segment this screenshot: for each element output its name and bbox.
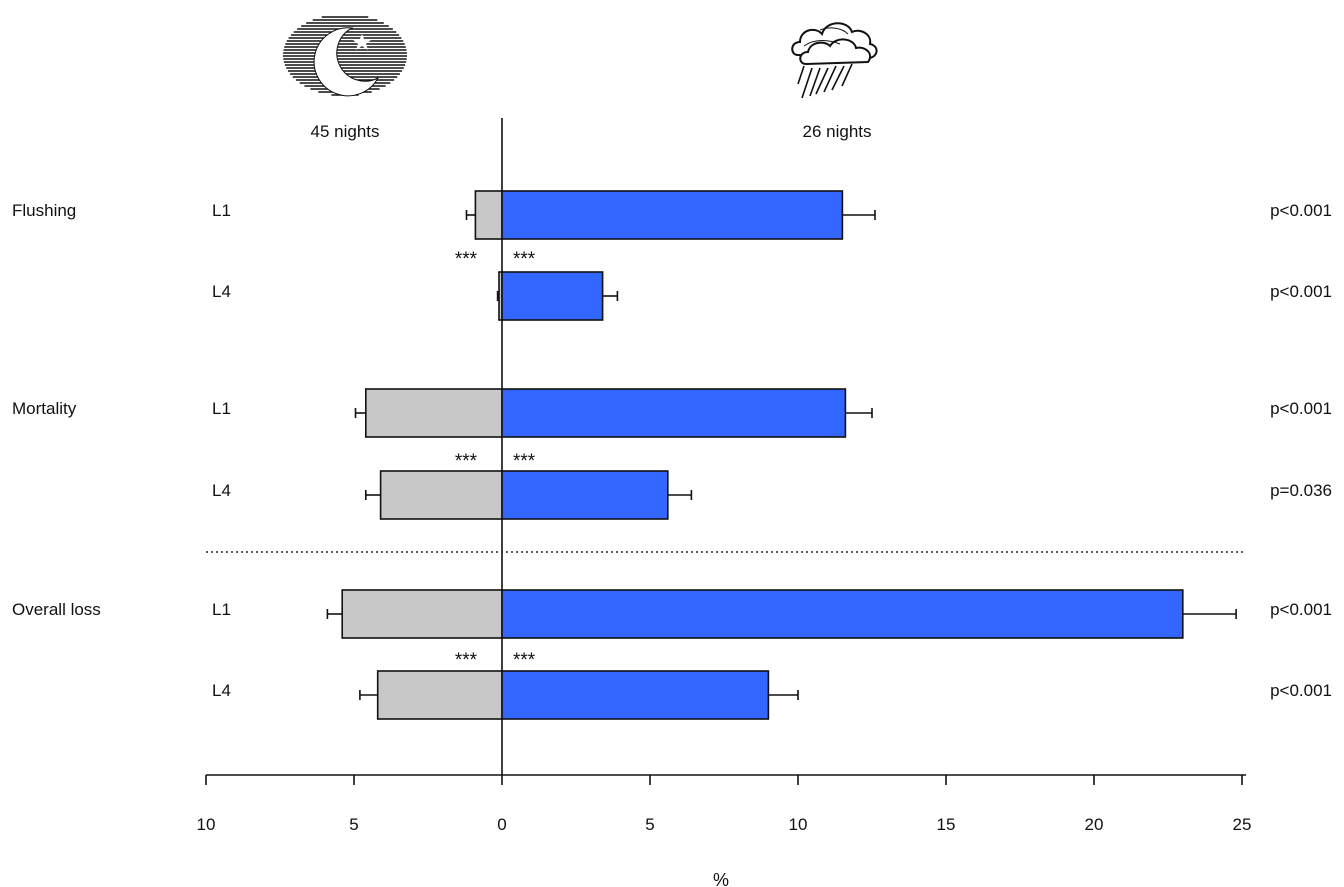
- bar-right: [501, 670, 770, 720]
- p-value-label: p<0.001: [1270, 399, 1332, 418]
- significance-left: ***: [455, 451, 478, 472]
- bar-right: [501, 589, 1184, 639]
- row-label: L4: [212, 282, 231, 301]
- x-tick-label: 25: [1233, 815, 1252, 834]
- header-left-label: 45 nights: [311, 122, 380, 141]
- significance-left: ***: [455, 650, 478, 671]
- p-value-label: p<0.001: [1270, 282, 1332, 301]
- x-tick-label: 0: [497, 815, 506, 834]
- significance-right: ***: [513, 650, 536, 671]
- bar-left: [474, 190, 503, 240]
- group-label: Overall loss: [12, 600, 101, 619]
- bar-right: [501, 190, 844, 240]
- bar-right: [501, 388, 847, 438]
- x-axis-title: %: [713, 870, 729, 887]
- row-label: L1: [212, 600, 231, 619]
- bar-left: [376, 670, 503, 720]
- bar-right: [501, 470, 669, 520]
- p-value-label: p<0.001: [1270, 681, 1332, 700]
- significance-right: ***: [513, 249, 536, 270]
- row-label: L4: [212, 481, 231, 500]
- x-tick-label: 5: [645, 815, 654, 834]
- p-value-label: p<0.001: [1270, 600, 1332, 619]
- bar-left: [341, 589, 503, 639]
- significance-right: ***: [513, 451, 536, 472]
- bar-left: [379, 470, 503, 520]
- row-label: L1: [212, 201, 231, 220]
- x-tick-label: 10: [197, 815, 216, 834]
- group-label: Mortality: [12, 399, 77, 418]
- header-right-label: 26 nights: [803, 122, 872, 141]
- bars-layer: Flushing *** *** L1 p<0.001 L4 p<0.001 Mortalit…: [12, 190, 1332, 720]
- row-label: L1: [212, 399, 231, 418]
- x-tick-label: 10: [789, 815, 808, 834]
- moon-star-icon: [283, 16, 407, 97]
- x-tick-label: 20: [1085, 815, 1104, 834]
- p-value-label: p<0.001: [1270, 201, 1332, 220]
- bar-right: [501, 271, 604, 321]
- bar-left: [364, 388, 503, 438]
- row-label: L4: [212, 681, 231, 700]
- rain-cloud-icon: [791, 22, 878, 99]
- x-tick-label: 5: [349, 815, 358, 834]
- p-value-label: p=0.036: [1270, 481, 1332, 500]
- significance-left: ***: [455, 249, 478, 270]
- x-tick-label: 15: [937, 815, 956, 834]
- x-axis: 10 5 0 5 10 15 20 25: [197, 774, 1252, 834]
- group-label: Flushing: [12, 201, 76, 220]
